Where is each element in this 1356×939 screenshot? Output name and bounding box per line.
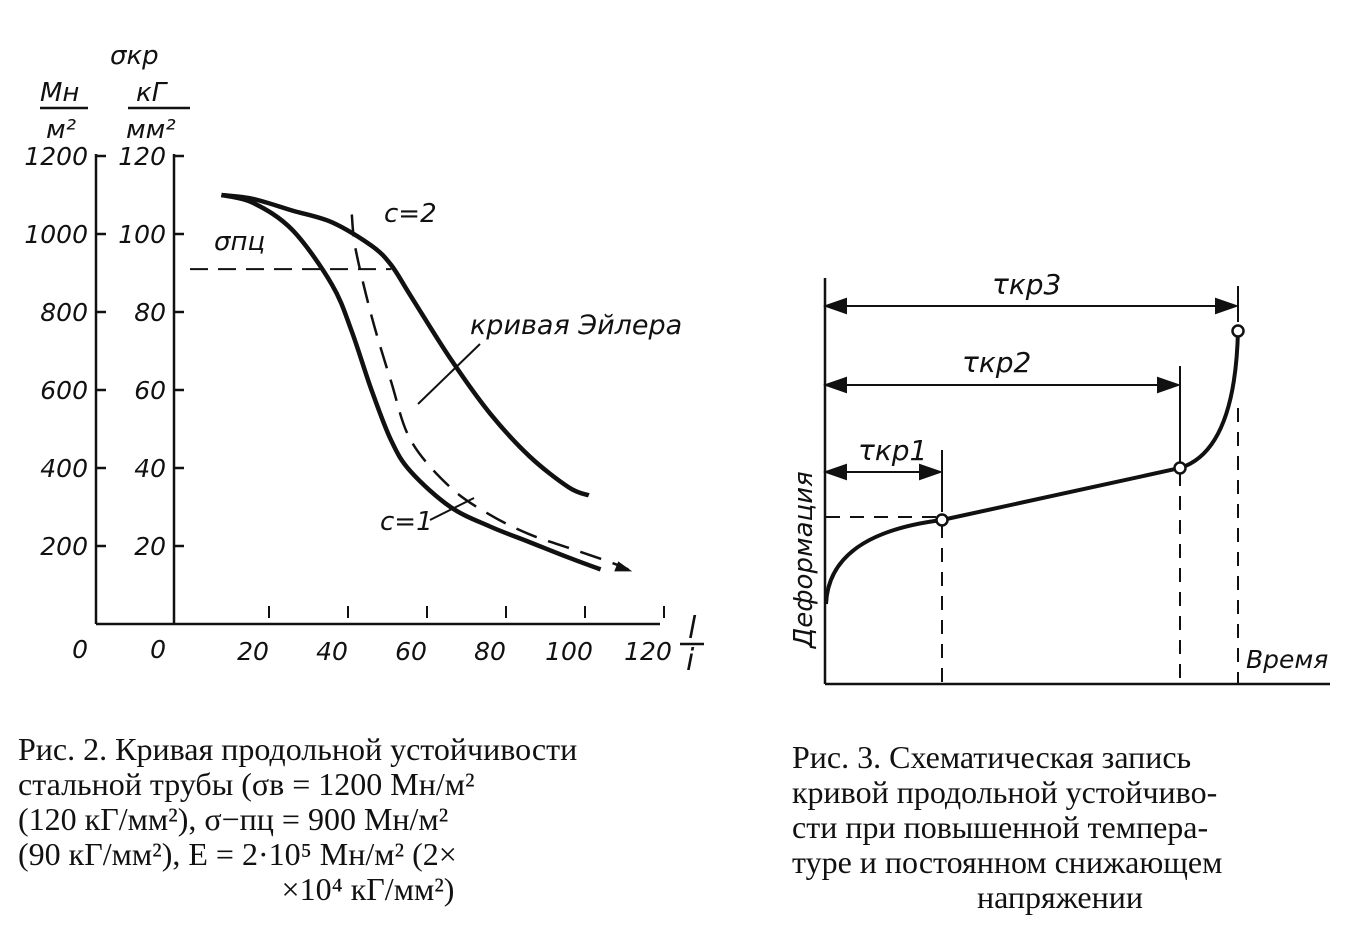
fig3-tick-lines <box>941 286 1239 512</box>
fig2-euler-arrowhead <box>614 561 633 572</box>
fig3-arrow-tau1-left <box>822 463 847 481</box>
fig2-x-tick-label: 100 <box>545 637 593 666</box>
fig3-y-label: Деформация <box>789 471 819 649</box>
figure-2-caption: Рис. 2. Кривая продольной устойчивости с… <box>18 732 718 907</box>
fig3-arrow-tau2-left <box>822 376 847 394</box>
caption-3-line: кривой продольной устойчиво- <box>792 774 1218 810</box>
fig3-dashed-guides <box>826 408 1239 684</box>
fig2-y-tick-label-si: 1200 <box>24 142 88 171</box>
fig3-arrow-tau1-right <box>919 463 944 481</box>
fig2-y-tick-label-kg: 60 <box>134 376 166 405</box>
fig2-c1-label: c=1 <box>380 507 433 537</box>
fig2-x-unit-den: i <box>686 643 695 678</box>
fig2-y-unit-si-den: м² <box>46 115 76 145</box>
fig2-x-unit: l i <box>680 611 704 678</box>
caption-2-line: стальной трубы (σв = 1200 Мн/м² <box>18 766 475 802</box>
fig2-y-tick-label-si: 1000 <box>24 220 88 249</box>
fig3-point-tau2 <box>1173 461 1187 475</box>
fig2-y-unit-kg-num: кГ <box>136 78 169 108</box>
fig2-y-tick-label-si: 200 <box>40 532 88 561</box>
fig2-c1-leader <box>429 497 475 521</box>
fig3-interval-arrows <box>822 297 1240 481</box>
fig2-y-tick-label-si: 0 <box>72 635 88 664</box>
fig2-x-tick-label: 20 <box>237 637 269 666</box>
fig3-arrow-tau3-right <box>1215 297 1240 315</box>
figure-3-chart: τкр1 τкр2 τкр3 Время Деформация <box>789 268 1330 686</box>
fig2-y-tick-label-kg: 20 <box>134 532 166 561</box>
fig2-x-tick-label: 40 <box>316 637 348 666</box>
fig2-y-symbol: σкр <box>110 41 159 71</box>
fig2-euler-leader <box>417 343 481 405</box>
caption-3-line: Рис. 3. Схематическая запись <box>792 739 1192 775</box>
fig2-y-tick-label-si: 400 <box>40 454 88 483</box>
fig3-tau1-label: τкр1 <box>858 434 927 467</box>
fig2-x-tick-label: 80 <box>474 637 506 666</box>
fig3-point-tau1 <box>935 513 949 527</box>
fig2-y-unit-si-num: Мн <box>40 78 79 108</box>
fig2-series-c2 <box>221 192 590 498</box>
fig2-y-tick-label-si: 800 <box>40 298 88 327</box>
caption-3-line: сти при повышенной темпера- <box>792 809 1209 845</box>
fig2-series-c1 <box>220 192 602 572</box>
fig2-ticks: 0 0 200 20 400 40 600 60 800 80 1000 100 1200 120 20 40… <box>24 142 671 666</box>
caption-2-line: Рис. 2. Кривая продольной устойчивости <box>18 731 578 767</box>
figure-3-caption: Рис. 3. Схематическая запись кривой прод… <box>792 740 1328 915</box>
fig3-tau3-label: τкр3 <box>992 268 1061 301</box>
fig2-x-tick-label: 60 <box>395 637 427 666</box>
fig2-y-tick-label-kg: 0 <box>150 635 166 664</box>
fig2-euler-label: кривая Эйлера <box>470 310 682 341</box>
fig2-x-unit-num: l <box>688 611 697 646</box>
fig3-point-tau3 <box>1231 324 1245 338</box>
fig2-y-tick-label-kg: 120 <box>118 142 166 171</box>
fig3-points <box>935 324 1245 527</box>
caption-2-line: (90 кГ/мм²), E = 2·10⁵ Мн/м² (2× <box>18 836 457 872</box>
fig2-c2-label: c=2 <box>384 199 437 229</box>
fig3-tau2-label: τкр2 <box>962 346 1031 379</box>
caption-3-line: напряжении <box>976 879 1143 915</box>
fig2-curves <box>190 192 633 572</box>
fig2-y-unit-si: Мн м² <box>40 78 88 145</box>
fig3-arrow-tau2-right <box>1157 376 1182 394</box>
fig2-y-tick-label-kg: 80 <box>134 298 166 327</box>
fig2-y-tick-label-kg: 40 <box>134 454 166 483</box>
fig2-y-unit-kg-den: мм² <box>126 115 176 145</box>
fig2-y-tick-label-si: 600 <box>40 376 88 405</box>
caption-3-line: туре и постоянном снижающем <box>792 844 1223 880</box>
caption-2-line: ×10⁴ кГ/мм²) <box>281 871 455 907</box>
fig3-arrow-tau3-left <box>822 297 847 315</box>
fig2-series-euler <box>350 214 629 571</box>
fig2-x-tick-label: 120 <box>624 637 672 666</box>
fig2-sigma-label: σпц <box>214 227 265 257</box>
fig2-y-unit-kg: σкр кГ мм² <box>110 41 190 145</box>
fig3-x-label: Время <box>1246 645 1328 674</box>
caption-2-line: (120 кГ/мм²), σ−пц = 900 Мн/м² <box>18 801 449 837</box>
fig2-y-tick-label-kg: 100 <box>118 220 166 249</box>
